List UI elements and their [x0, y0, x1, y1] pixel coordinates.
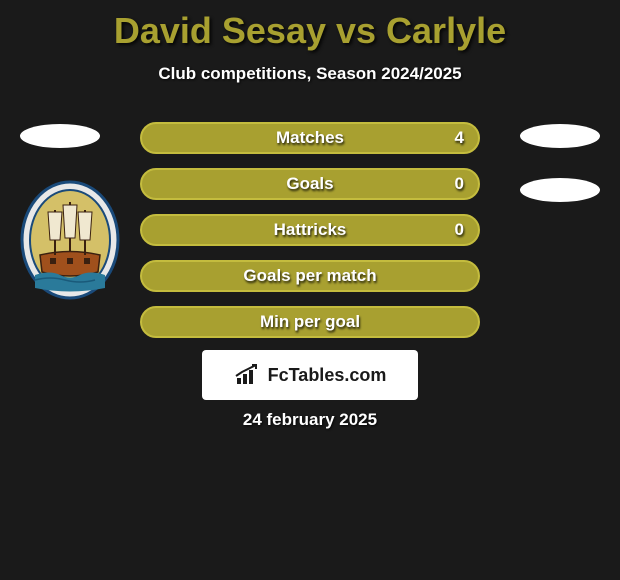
team-crest [20, 180, 120, 300]
stat-row: Goals per match [140, 260, 480, 292]
site-name: FcTables.com [268, 365, 387, 386]
stat-row: Matches 4 [140, 122, 480, 154]
date-text: 24 february 2025 [0, 410, 620, 430]
page-title: David Sesay vs Carlyle [0, 0, 620, 52]
subtitle: Club competitions, Season 2024/2025 [0, 64, 620, 84]
placeholder-ellipse-left-1 [20, 124, 100, 148]
stat-label: Min per goal [260, 312, 360, 332]
stat-label: Matches [276, 128, 344, 148]
site-badge[interactable]: FcTables.com [202, 350, 418, 400]
placeholder-ellipse-right-2 [520, 178, 600, 202]
stat-value-right: 4 [455, 128, 464, 148]
stat-label: Goals per match [243, 266, 376, 286]
chart-icon [234, 364, 262, 386]
stat-label: Hattricks [274, 220, 347, 240]
stats-container: Matches 4 Goals 0 Hattricks 0 Goals per match M… [140, 122, 480, 352]
stat-row: Min per goal [140, 306, 480, 338]
stat-value-right: 0 [455, 220, 464, 240]
stat-value-right: 0 [455, 174, 464, 194]
placeholder-ellipse-right-1 [520, 124, 600, 148]
stat-row: Hattricks 0 [140, 214, 480, 246]
stat-label: Goals [286, 174, 333, 194]
stat-row: Goals 0 [140, 168, 480, 200]
